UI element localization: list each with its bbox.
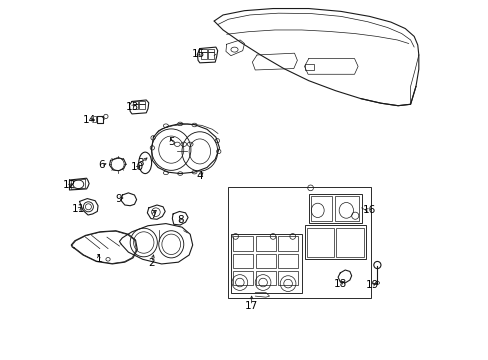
Bar [232,253,252,268]
Text: 11: 11 [72,204,85,214]
Bar [132,101,138,104]
Text: 3: 3 [137,158,144,168]
Text: 14: 14 [82,115,96,125]
Bar [255,253,275,268]
Text: 17: 17 [244,301,258,311]
Text: 16: 16 [362,205,375,215]
Text: 5: 5 [167,138,174,148]
Bar [306,228,334,257]
Text: 10: 10 [130,162,143,172]
Bar [278,271,298,285]
Bar [132,104,138,109]
Bar [232,237,252,251]
Text: 1: 1 [95,254,102,264]
Text: 15: 15 [192,49,205,59]
Text: 18: 18 [333,279,346,289]
Bar [232,271,252,285]
Bar [310,196,331,221]
Bar [201,52,207,59]
Text: 7: 7 [150,210,156,220]
Text: 9: 9 [115,194,122,203]
Bar [230,234,302,293]
Text: 6: 6 [98,160,105,170]
Text: 2: 2 [148,258,155,268]
Bar [335,228,363,257]
Bar [207,52,214,59]
Text: 13: 13 [125,102,138,112]
Bar [207,49,214,52]
Text: 8: 8 [177,215,184,225]
Bar [228,187,370,298]
Bar [308,194,361,223]
Bar [255,237,275,251]
Bar [255,271,275,285]
Bar [305,225,365,258]
Bar [334,196,358,221]
Bar [305,64,313,70]
Bar [139,101,144,104]
Bar [278,253,298,268]
Text: 12: 12 [62,180,76,190]
Bar [201,49,207,52]
Bar [278,237,298,251]
Text: 19: 19 [365,280,378,291]
Bar [139,104,144,109]
Text: 4: 4 [196,171,203,181]
